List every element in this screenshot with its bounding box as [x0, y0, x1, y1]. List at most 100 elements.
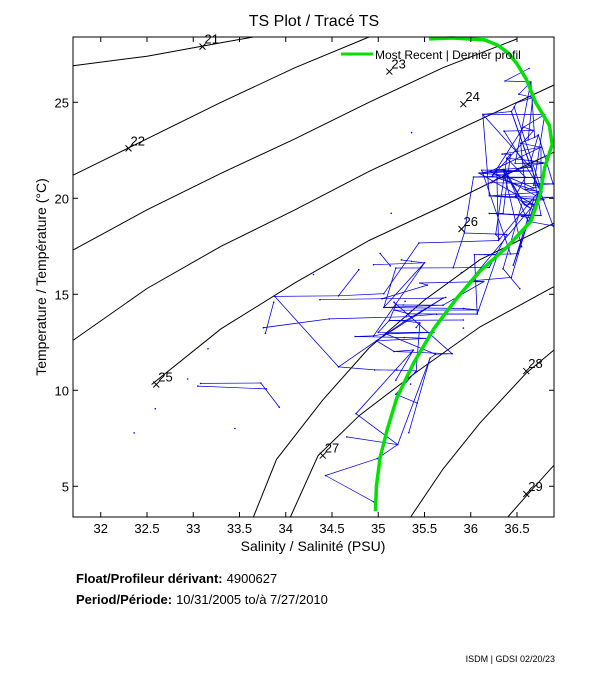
historical-profile-point: [434, 353, 437, 356]
historical-profile-segment: [396, 369, 417, 372]
historical-profile-segment: [346, 436, 398, 445]
historical-profile-point: [501, 153, 504, 155]
sigma-contour-22: [72, 36, 370, 176]
historical-profile-segment: [497, 177, 541, 193]
historical-profile-segment: [383, 242, 420, 294]
historical-profile-segment: [263, 318, 330, 329]
sigma-contour-27: [289, 286, 555, 518]
sigma-contour-26: [252, 222, 555, 518]
historical-profile-point: [527, 139, 529, 141]
historical-profile-segment: [506, 154, 511, 159]
historical-profile-segment: [319, 298, 383, 301]
historical-profile-point: [509, 153, 512, 156]
historical-profile-point: [510, 276, 513, 279]
historical-profile-point: [497, 239, 500, 242]
historical-profile-point: [463, 232, 466, 234]
historical-profile-point: [540, 146, 542, 148]
historical-profile-point: [498, 237, 501, 240]
historical-profile-point: [551, 196, 553, 199]
historical-profile-segment: [523, 126, 534, 131]
historical-profile-point: [462, 319, 465, 321]
historical-profile-segment: [491, 126, 524, 177]
historical-profile-point: [462, 327, 465, 329]
historical-profile-point: [395, 379, 397, 381]
historical-profile-segment: [373, 333, 386, 337]
historical-profiles: [133, 67, 554, 503]
historical-profile-segment: [429, 353, 436, 359]
sigma-contour-label: 28: [528, 356, 542, 371]
sigma-contour-label: 29: [528, 479, 542, 494]
historical-profile-segment: [338, 320, 406, 368]
legend: Most Recent | Dernier profil: [341, 48, 521, 62]
historical-profile-segment: [401, 259, 412, 262]
historical-profile-segment: [490, 177, 498, 183]
historical-profile-segment: [495, 234, 500, 239]
historical-profile-point: [396, 369, 398, 371]
historical-profile-segment: [530, 166, 554, 227]
historical-profile-point: [532, 187, 535, 189]
historical-profile-point: [522, 126, 525, 128]
historical-profile-point: [354, 335, 356, 338]
historical-profile-point: [482, 280, 485, 283]
historical-profile-segment: [338, 366, 375, 371]
historical-profile-point: [410, 131, 413, 134]
historical-profile-point: [412, 349, 415, 351]
historical-profile-segment: [469, 204, 535, 282]
historical-profile-point: [402, 304, 405, 306]
sigma-contour-marker: [319, 452, 327, 459]
historical-profile-point: [265, 388, 268, 390]
historical-profile-segment: [479, 172, 504, 176]
sigma-contour-label: 22: [131, 133, 145, 148]
historical-profile-point: [415, 326, 418, 329]
historical-profile-point: [521, 200, 524, 203]
historical-profile-point: [502, 174, 504, 176]
x-tick-label: 34: [279, 521, 293, 536]
historical-profile-segment: [383, 304, 444, 308]
historical-profile-segment: [452, 232, 465, 268]
historical-profile-point: [408, 313, 410, 315]
historical-profile-segment: [378, 320, 390, 333]
historical-profile-segment: [355, 413, 398, 445]
historical-profile-segment: [523, 114, 545, 128]
historical-profile-point: [435, 313, 438, 316]
historical-profile-segment: [525, 187, 534, 190]
sigma-contour-25: [151, 151, 555, 385]
x-tick-label: 36: [464, 521, 478, 536]
historical-profile-segment: [408, 357, 431, 433]
historical-profile-segment: [325, 475, 374, 503]
historical-profile-point: [381, 297, 383, 300]
historical-profile-point: [494, 233, 497, 236]
historical-profile-segment: [376, 338, 428, 342]
sigma-contour-29: [507, 464, 555, 518]
historical-profile-point: [264, 332, 267, 335]
chart-title: TS Plot / Tracé TS: [249, 13, 379, 30]
historical-profile-point: [520, 215, 523, 218]
historical-profile-segment: [524, 204, 532, 209]
historical-profile-point: [384, 333, 387, 335]
historical-profile-point: [481, 169, 483, 171]
historical-profile-point: [379, 252, 381, 255]
historical-profile-point: [503, 130, 505, 132]
historical-profile-segment: [515, 97, 533, 104]
historical-profile-point: [418, 242, 420, 244]
historical-profile-point: [518, 93, 520, 95]
historical-profile-point: [491, 175, 493, 178]
x-axis-label: Salinity / Salinité (PSU): [241, 538, 386, 554]
historical-profile-segment: [481, 170, 511, 255]
historical-profile-segment: [511, 106, 515, 112]
historical-profile-segment: [482, 114, 490, 196]
historical-profile-point: [408, 431, 410, 434]
historical-profile-segment: [474, 254, 478, 315]
y-axis-label: Temperature / Température (°C): [33, 178, 49, 376]
historical-profile-segment: [496, 169, 499, 241]
historical-profile-segment: [527, 97, 534, 140]
historical-profile-segment: [512, 199, 535, 266]
historical-profile-point: [234, 427, 236, 430]
historical-profile-point: [278, 406, 281, 409]
historical-profile-point: [442, 297, 444, 299]
historical-profile-point: [502, 212, 504, 215]
historical-profile-point: [373, 369, 376, 371]
historical-profile-segment: [415, 322, 421, 328]
historical-profile-point: [528, 165, 530, 167]
